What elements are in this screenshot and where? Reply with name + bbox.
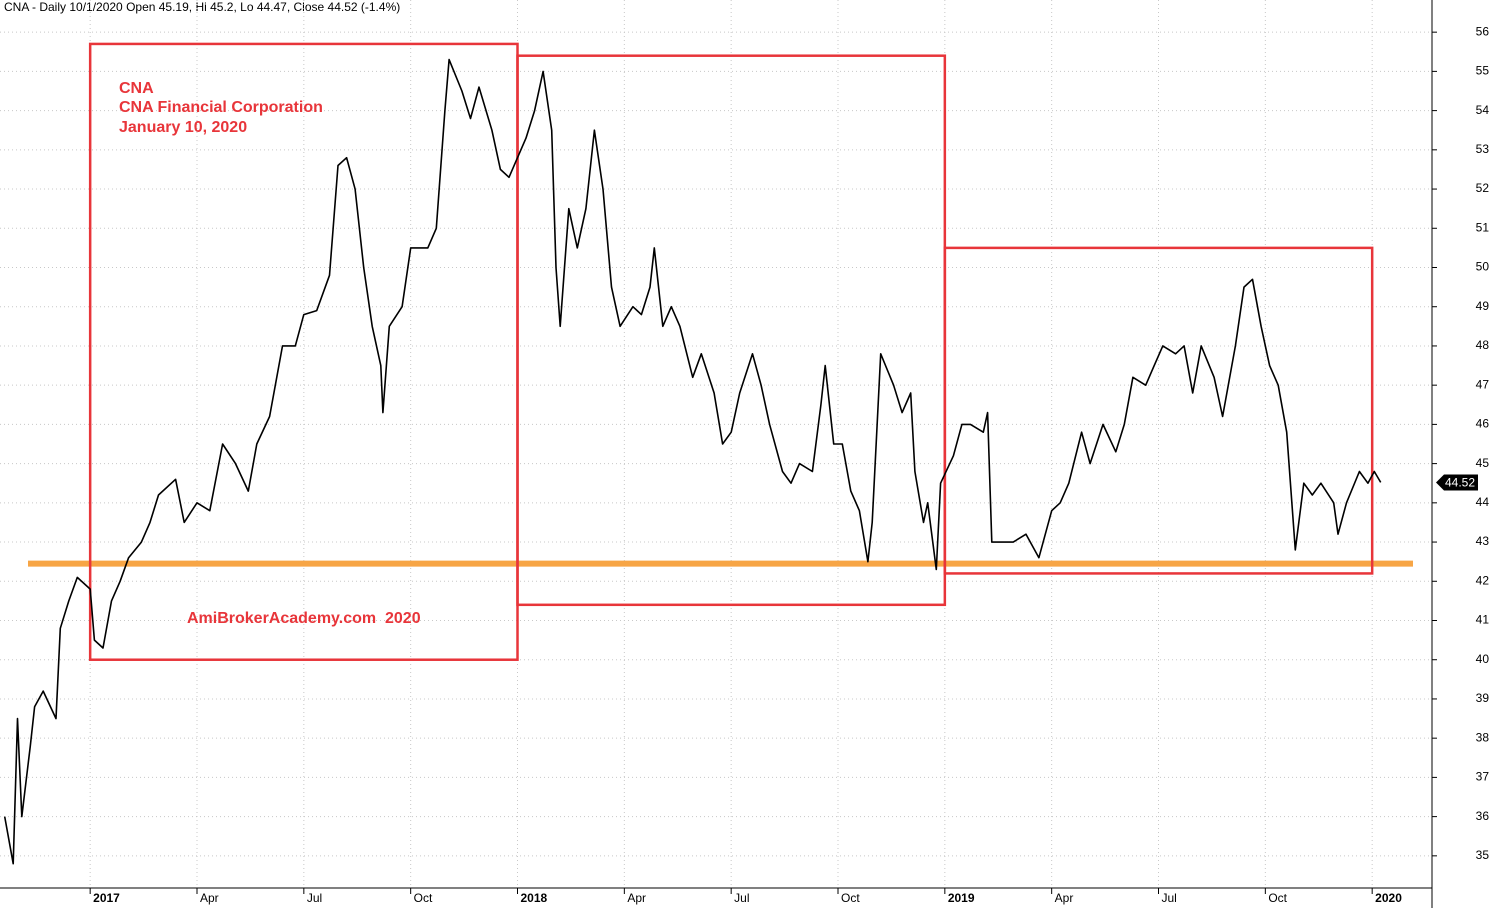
y-tick-label: 44 [1476, 495, 1490, 509]
y-tick-label: 46 [1476, 417, 1490, 431]
annotation: CNA [119, 80, 154, 97]
x-tick-label: Oct [414, 891, 433, 905]
y-tick-label: 52 [1476, 181, 1490, 195]
x-tick-label: Jul [734, 891, 749, 905]
chart-title: CNA - Daily 10/1/2020 Open 45.19, Hi 45.… [4, 0, 400, 14]
y-tick-label: 47 [1476, 377, 1490, 391]
range-box [943, 246, 1374, 575]
x-tick-label: Apr [627, 891, 646, 905]
y-tick-label: 38 [1476, 730, 1490, 744]
x-tick-label: Jul [1162, 891, 1177, 905]
y-tick-label: 53 [1476, 142, 1490, 156]
range-box [516, 54, 947, 607]
y-tick-label: 55 [1476, 64, 1490, 78]
y-tick-label: 43 [1476, 534, 1490, 548]
x-tick-label: Jul [307, 891, 322, 905]
x-tick-label: 2018 [521, 891, 548, 905]
x-tick-label: Oct [1268, 891, 1287, 905]
y-tick-label: 42 [1476, 573, 1490, 587]
x-tick-label: 2019 [948, 891, 975, 905]
x-tick-label: Apr [1055, 891, 1074, 905]
y-tick-label: 51 [1476, 220, 1490, 234]
y-tick-label: 56 [1476, 24, 1490, 38]
y-tick-label: 54 [1476, 103, 1490, 117]
y-tick-label: 36 [1476, 809, 1490, 823]
y-tick-label: 48 [1476, 338, 1490, 352]
x-tick-label: 2017 [93, 891, 120, 905]
y-tick-label: 40 [1476, 652, 1490, 666]
last-price-tag [1436, 474, 1478, 491]
annotation: AmiBrokerAcademy.com 2020 [187, 610, 421, 627]
last-price-label: 44.52 [1445, 476, 1475, 490]
y-tick-label: 37 [1476, 770, 1490, 784]
y-tick-label: 39 [1476, 691, 1490, 705]
y-tick-label: 50 [1476, 260, 1490, 274]
y-tick-label: 49 [1476, 299, 1490, 313]
x-tick-label: 2020 [1375, 891, 1402, 905]
annotation: January 10, 2020 [119, 119, 247, 136]
x-tick-label: Apr [200, 891, 219, 905]
y-tick-label: 45 [1476, 456, 1490, 470]
x-tick-label: Oct [841, 891, 860, 905]
annotation: CNA Financial Corporation [119, 99, 323, 116]
y-tick-label: 35 [1476, 848, 1490, 862]
price-line [3, 58, 1382, 865]
y-tick-label: 41 [1476, 613, 1490, 627]
